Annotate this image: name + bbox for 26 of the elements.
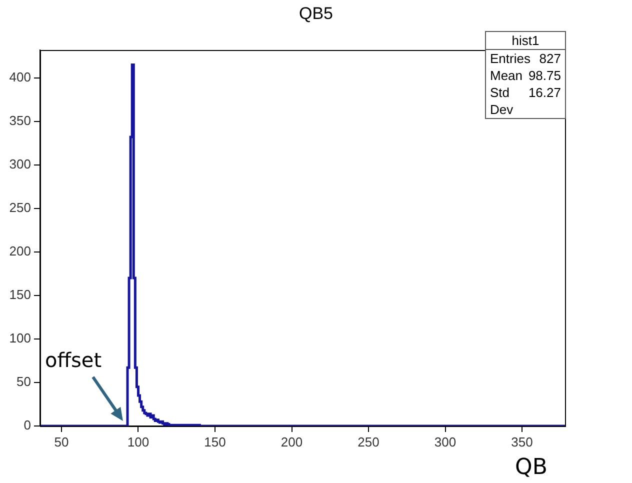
y-tick-label: 400: [9, 69, 31, 84]
x-axis-title: QB: [515, 455, 548, 480]
chart-title: QB5: [298, 4, 334, 24]
y-tick-label: 250: [9, 200, 31, 215]
x-tick-label: 150: [204, 434, 226, 450]
x-tick-label: 350: [511, 434, 533, 450]
annotation: Entries: [490, 50, 530, 67]
y-tick-label: 350: [9, 112, 31, 128]
annotation: 827: [539, 50, 561, 67]
y-tick-label: 0: [24, 418, 31, 433]
x-tick-label: 300: [434, 434, 456, 450]
y-tick-label: 200: [9, 244, 31, 259]
x-tick-label: 200: [280, 434, 303, 450]
annotation: offset: [44, 348, 102, 372]
annotation: 98.75: [528, 67, 561, 84]
x-tick-label: 50: [54, 434, 69, 450]
annotation: Mean: [490, 67, 523, 84]
y-tick-label: 150: [9, 287, 31, 302]
text: hist1: [486, 32, 565, 50]
annotation: 16.27: [528, 84, 561, 102]
y-tick-label: 50: [16, 374, 31, 390]
x-tick-label: 250: [358, 434, 380, 450]
annotation: Std Dev: [490, 84, 514, 118]
y-tick-label: 100: [9, 330, 31, 346]
y-tick-label: 300: [9, 156, 31, 172]
x-tick-label: 100: [127, 434, 150, 450]
